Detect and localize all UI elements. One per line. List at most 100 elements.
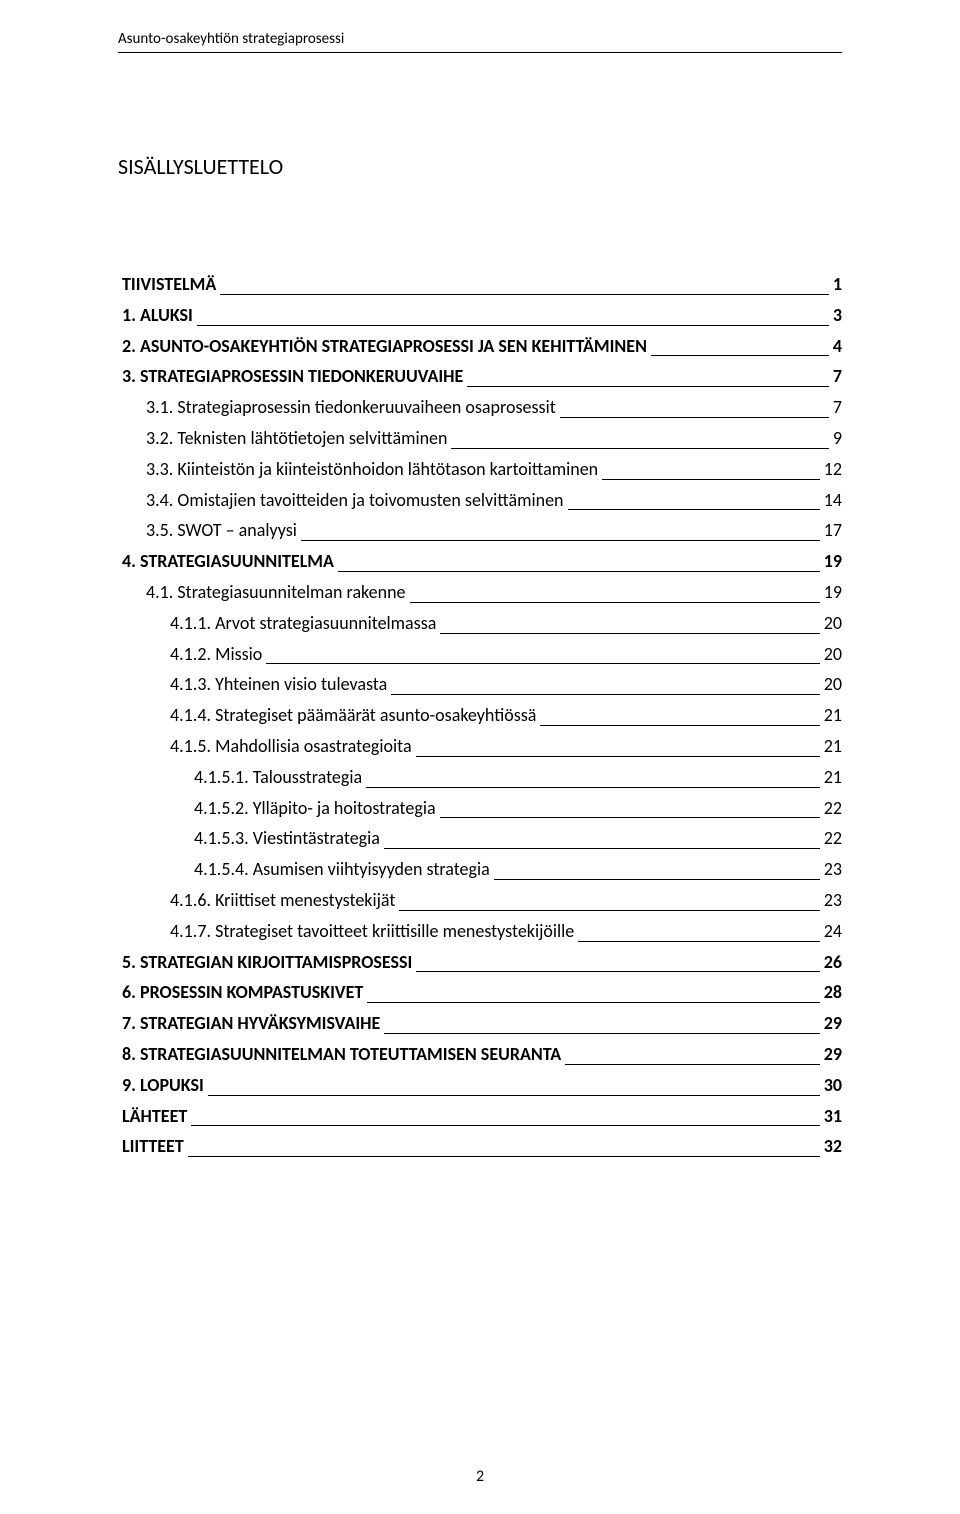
toc-entry-label: 4.1.5.1. Talousstrategia (194, 763, 362, 792)
toc-leader-line (410, 602, 820, 603)
toc-entry-page: 23 (824, 855, 842, 884)
toc-entry-page: 20 (824, 609, 842, 638)
toc-entry-label: LIITTEET (122, 1132, 184, 1161)
toc-entry: 1. ALUKSI3 (118, 301, 842, 330)
toc-leader-line (416, 971, 819, 972)
toc-leader-line (651, 355, 829, 356)
toc-entry-label: 2. ASUNTO-OSAKEYHTIÖN STRATEGIAPROSESSI … (122, 332, 647, 361)
toc-entry: 3.3. Kiinteistön ja kiinteistönhoidon lä… (118, 455, 842, 484)
toc-entry-label: TIIVISTELMÄ (122, 270, 216, 299)
toc-entry-label: 4.1.7. Strategiset tavoitteet kriittisil… (170, 917, 574, 946)
toc-entry-page: 26 (824, 948, 842, 977)
toc-leader-line (191, 1125, 819, 1126)
toc-leader-line (565, 1064, 820, 1065)
toc-entry: 4.1.7. Strategiset tavoitteet kriittisil… (118, 917, 842, 946)
toc-entry-label: 4.1.5.3. Viestintästrategia (194, 824, 380, 853)
toc-leader-line (266, 663, 819, 664)
toc-entry-label: 5. STRATEGIAN KIRJOITTAMISPROSESSI (122, 948, 412, 977)
toc-entry: 6. PROSESSIN KOMPASTUSKIVET 28 (118, 978, 842, 1007)
toc-entry-page: 7 (833, 362, 842, 391)
toc-entry-page: 14 (824, 486, 842, 515)
toc-entry: 5. STRATEGIAN KIRJOITTAMISPROSESSI 26 (118, 948, 842, 977)
toc-entry-label: 4.1.5.2. Ylläpito- ja hoitostrategia (194, 794, 436, 823)
toc-entry: 4.1. Strategiasuunnitelman rakenne 19 (118, 578, 842, 607)
toc-entry-page: 31 (824, 1102, 842, 1131)
toc-entry-label: LÄHTEET (122, 1102, 187, 1131)
toc-leader-line (301, 540, 820, 541)
toc-leader-line (366, 787, 820, 788)
toc-entry-page: 22 (824, 824, 842, 853)
toc-entry: 3.1. Strategiaprosessin tiedonkeruuvaihe… (118, 393, 842, 422)
toc-entry: 4.1.6. Kriittiset menestystekijät 23 (118, 886, 842, 915)
toc-entry-page: 30 (824, 1071, 842, 1100)
table-of-contents: TIIVISTELMÄ 11. ALUKSI32. ASUNTO-OSAKEYHT… (118, 270, 842, 1161)
toc-entry-page: 22 (824, 794, 842, 823)
toc-entry-page: 23 (824, 886, 842, 915)
toc-entry-label: 4.1.3. Yhteinen visio tulevasta (170, 670, 387, 699)
toc-entry: 4. STRATEGIASUUNNITELMA 19 (118, 547, 842, 576)
toc-entry-label: 3.4. Omistajien tavoitteiden ja toivomus… (146, 486, 564, 515)
toc-entry: 3.4. Omistajien tavoitteiden ja toivomus… (118, 486, 842, 515)
toc-entry-label: 4.1.4. Strategiset päämäärät asunto-osak… (170, 701, 536, 730)
toc-entry-page: 24 (824, 917, 842, 946)
toc-entry-label: 9. LOPUKSI (122, 1071, 204, 1100)
toc-entry-page: 19 (824, 578, 842, 607)
toc-leader-line (391, 694, 820, 695)
toc-leader-line (568, 509, 820, 510)
toc-leader-line (602, 479, 820, 480)
toc-entry-label: 8. STRATEGIASUUNNITELMAN TOTEUTTAMISEN S… (122, 1040, 561, 1069)
toc-leader-line (220, 294, 829, 295)
toc-leader-line (188, 1156, 820, 1157)
toc-entry-label: 7. STRATEGIAN HYVÄKSYMISVAIHE (122, 1009, 380, 1038)
toc-leader-line (338, 571, 820, 572)
toc-entry-label: 3.2. Teknisten lähtötietojen selvittämin… (146, 424, 447, 453)
toc-leader-line (451, 448, 828, 449)
toc-leader-line (367, 1002, 819, 1003)
toc-leader-line (197, 325, 829, 326)
toc-leader-line (467, 386, 829, 387)
toc-entry-page: 7 (833, 393, 842, 422)
toc-entry-label: 6. PROSESSIN KOMPASTUSKIVET (122, 978, 363, 1007)
toc-leader-line (208, 1095, 820, 1096)
running-header: Asunto-osakeyhtiön strategiaprosessi (118, 30, 842, 53)
toc-entry: 8. STRATEGIASUUNNITELMAN TOTEUTTAMISEN S… (118, 1040, 842, 1069)
toc-entry-label: 4. STRATEGIASUUNNITELMA (122, 547, 334, 576)
toc-entry-label: 1. ALUKSI (122, 301, 193, 330)
toc-leader-line (399, 910, 819, 911)
toc-entry: LÄHTEET 31 (118, 1102, 842, 1131)
document-page: Asunto-osakeyhtiön strategiaprosessi SIS… (0, 0, 960, 1514)
toc-entry-label: 4.1.5. Mahdollisia osastrategioita (170, 732, 412, 761)
toc-entry-page: 4 (833, 332, 842, 361)
toc-leader-line (384, 848, 820, 849)
toc-entry-page: 29 (824, 1040, 842, 1069)
toc-leader-line (494, 879, 820, 880)
toc-entry: 4.1.5.1. Talousstrategia 21 (118, 763, 842, 792)
toc-entry-page: 20 (824, 670, 842, 699)
toc-entry: 3.5. SWOT – analyysi17 (118, 516, 842, 545)
toc-entry-label: 4.1.5.4. Asumisen viihtyisyyden strategi… (194, 855, 490, 884)
toc-entry-label: 3.1. Strategiaprosessin tiedonkeruuvaihe… (146, 393, 556, 422)
toc-entry-page: 29 (824, 1009, 842, 1038)
toc-entry-label: 3. STRATEGIAPROSESSIN TIEDONKERUUVAIHE (122, 362, 463, 391)
toc-entry: 4.1.5.2. Ylläpito- ja hoitostrategia 22 (118, 794, 842, 823)
toc-entry-page: 12 (824, 455, 842, 484)
toc-entry-label: 4.1.2. Missio (170, 640, 262, 669)
toc-entry: 4.1.5.4. Asumisen viihtyisyyden strategi… (118, 855, 842, 884)
toc-leader-line (384, 1033, 819, 1034)
toc-entry-page: 9 (833, 424, 842, 453)
toc-leader-line (416, 756, 820, 757)
toc-entry-page: 19 (824, 547, 842, 576)
toc-entry-page: 21 (824, 763, 842, 792)
toc-entry-label: 4.1.1. Arvot strategiasuunnitelmassa (170, 609, 436, 638)
toc-entry-label: 4.1. Strategiasuunnitelman rakenne (146, 578, 406, 607)
toc-entry-label: 3.5. SWOT – analyysi (146, 516, 297, 545)
toc-leader-line (540, 725, 819, 726)
page-title: SISÄLLYSLUETTELO (118, 153, 842, 180)
toc-entry-page: 1 (833, 270, 842, 299)
toc-entry-page: 28 (824, 978, 842, 1007)
toc-entry-label: 4.1.6. Kriittiset menestystekijät (170, 886, 395, 915)
toc-entry: 2. ASUNTO-OSAKEYHTIÖN STRATEGIAPROSESSI … (118, 332, 842, 361)
toc-leader-line (578, 941, 819, 942)
toc-entry: 4.1.1. Arvot strategiasuunnitelmassa 20 (118, 609, 842, 638)
toc-entry: 4.1.3. Yhteinen visio tulevasta 20 (118, 670, 842, 699)
